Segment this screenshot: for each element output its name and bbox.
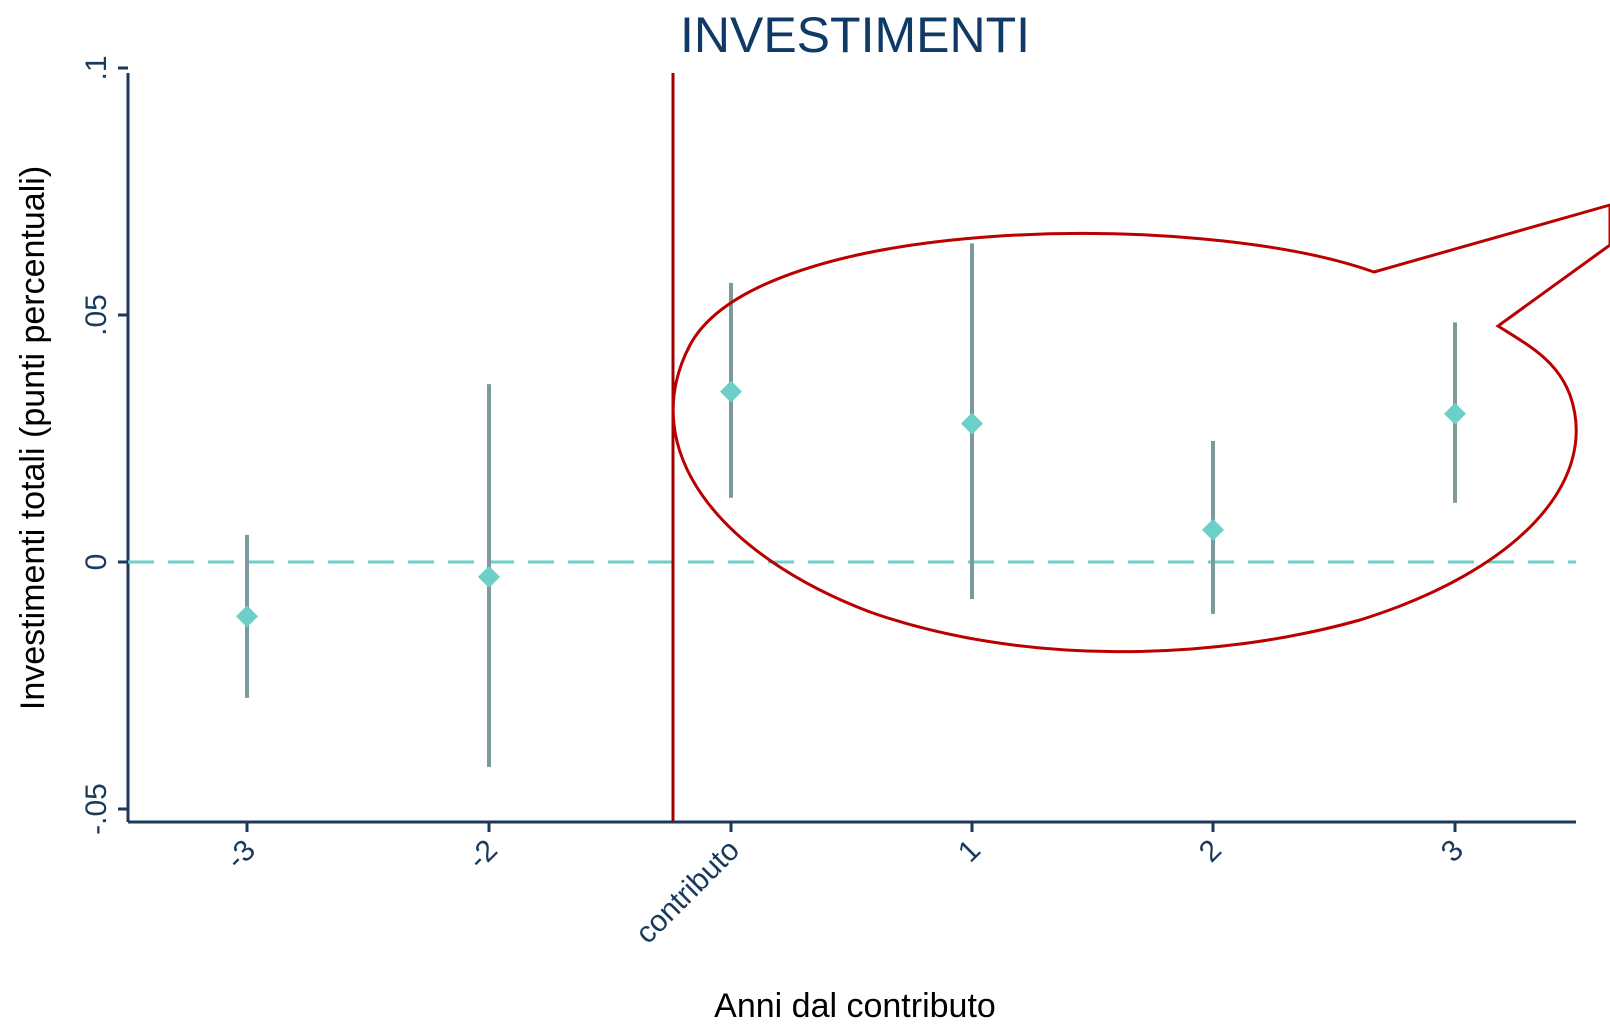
x-tick-label: -2 bbox=[462, 834, 504, 876]
y-tick-label: .1 bbox=[80, 55, 113, 80]
reference-lines bbox=[128, 73, 1576, 822]
callout-annotation bbox=[671, 203, 1610, 654]
x-axis-label: Anni dal contributo bbox=[714, 987, 996, 1025]
y-tick-label: 0 bbox=[80, 554, 113, 571]
x-tick-label: 3 bbox=[1435, 834, 1470, 869]
chart-title: INVESTIMENTI bbox=[680, 7, 1030, 63]
y-axis-ticks: -.05 0 .05 .1 bbox=[80, 55, 128, 835]
x-tick-label: contributo bbox=[629, 834, 745, 950]
x-tick-label: 1 bbox=[952, 834, 987, 869]
y-axis-label: Investimenti totali (punti percentuali) bbox=[14, 166, 52, 710]
confidence-intervals bbox=[245, 243, 1457, 768]
point-estimate-marker bbox=[720, 380, 742, 403]
point-estimate-marker bbox=[236, 605, 258, 628]
x-axis-ticks: -3 -2 contributo 1 2 3 bbox=[220, 822, 1470, 950]
x-tick-label: 2 bbox=[1193, 834, 1228, 869]
y-tick-label: -.05 bbox=[80, 783, 113, 835]
x-tick-label: -3 bbox=[220, 834, 262, 876]
point-estimates bbox=[236, 380, 1466, 628]
y-tick-label: .05 bbox=[80, 294, 113, 336]
point-estimate-marker bbox=[478, 565, 500, 588]
point-estimate-marker bbox=[961, 412, 983, 435]
point-estimate-marker bbox=[1202, 518, 1224, 541]
point-estimate-marker bbox=[1444, 402, 1466, 425]
